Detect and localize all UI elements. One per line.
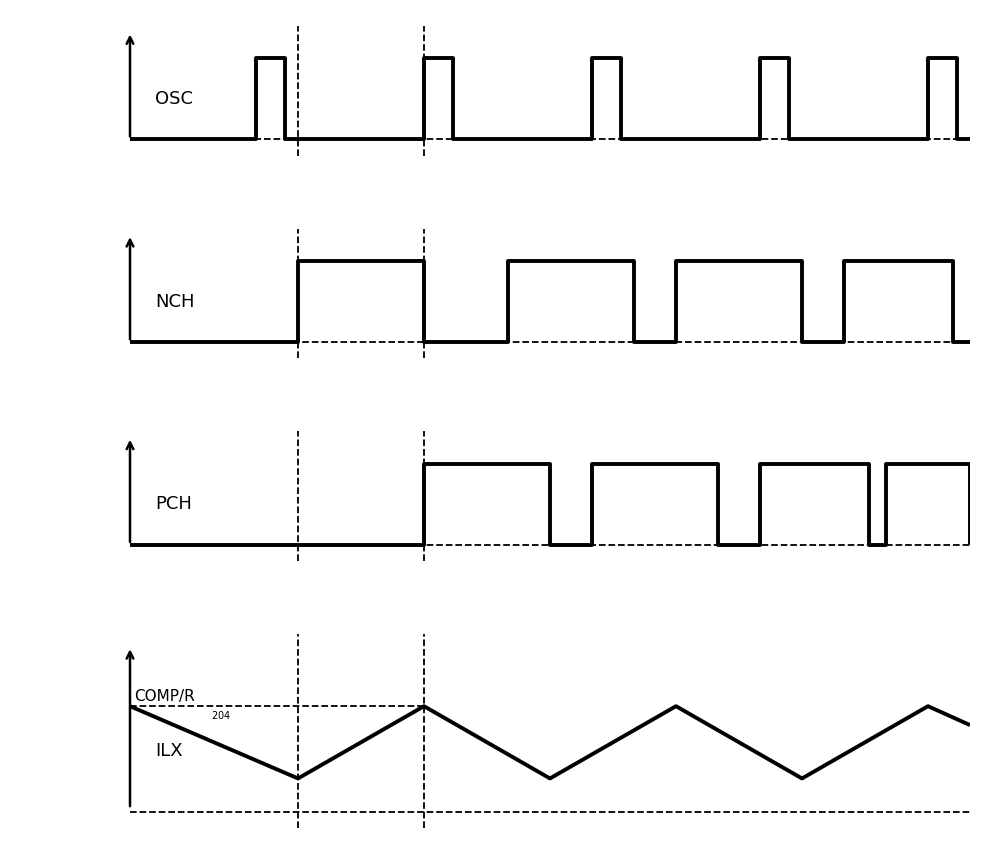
Text: OSC: OSC <box>155 90 193 108</box>
Text: NCH: NCH <box>155 293 195 311</box>
Text: ILX: ILX <box>155 741 183 759</box>
Text: $\mathregular{_{204}}$: $\mathregular{_{204}}$ <box>211 708 232 721</box>
Text: COMP/R: COMP/R <box>134 689 195 704</box>
Text: PCH: PCH <box>155 495 192 513</box>
